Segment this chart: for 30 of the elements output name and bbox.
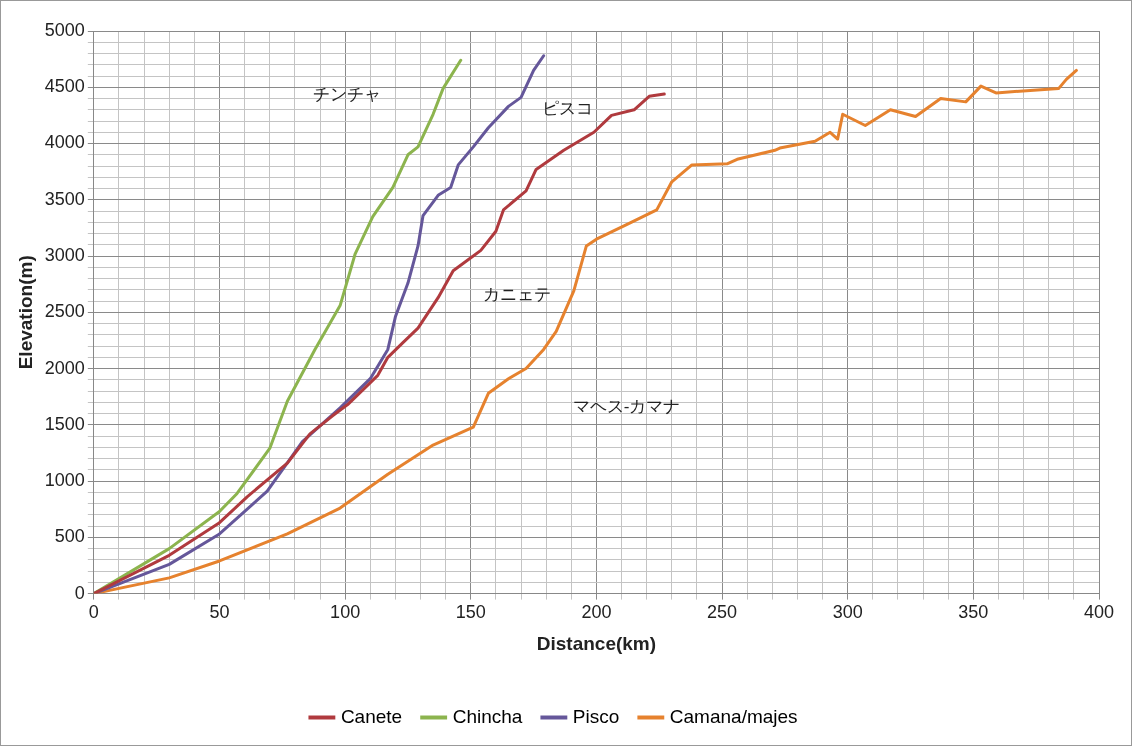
y-tick-label: 3500 — [44, 188, 85, 209]
y-tick-label: 1000 — [44, 470, 85, 491]
legend-label: Canete — [340, 705, 403, 727]
y-tick-label: 4000 — [44, 132, 85, 153]
x-tick-label: 150 — [455, 602, 486, 623]
x-tick-label: 400 — [1083, 602, 1115, 623]
y-tick-label: 2500 — [44, 301, 85, 322]
x-tick-label: 350 — [958, 602, 989, 623]
annotation: カニェテ — [483, 284, 552, 304]
y-tick-label: 1500 — [44, 413, 85, 434]
y-tick-label: 5000 — [44, 19, 85, 40]
y-tick-label: 2000 — [44, 357, 85, 378]
y-tick-label: 4500 — [44, 76, 85, 97]
annotation: マヘス-カマナ — [572, 396, 681, 416]
y-tick-label: 500 — [54, 526, 85, 547]
legend-label: Camana/majes — [669, 705, 798, 727]
y-tick-label: 0 — [74, 582, 85, 603]
legend-label: Chincha — [452, 705, 523, 727]
legend-label: Pisco — [572, 705, 620, 727]
x-tick-label: 50 — [209, 602, 230, 623]
x-tick-label: 250 — [707, 602, 738, 623]
annotation: チンチャ — [313, 84, 382, 104]
x-axis-title: Distance(km) — [536, 632, 657, 654]
x-tick-label: 300 — [832, 602, 863, 623]
y-tick-label: 3000 — [44, 245, 85, 266]
x-tick-label: 0 — [88, 602, 99, 623]
y-axis-title: Elevation(m) — [14, 255, 36, 370]
x-tick-label: 100 — [330, 602, 361, 623]
annotation: ピスコ — [541, 98, 593, 118]
x-tick-label: 200 — [581, 602, 612, 623]
